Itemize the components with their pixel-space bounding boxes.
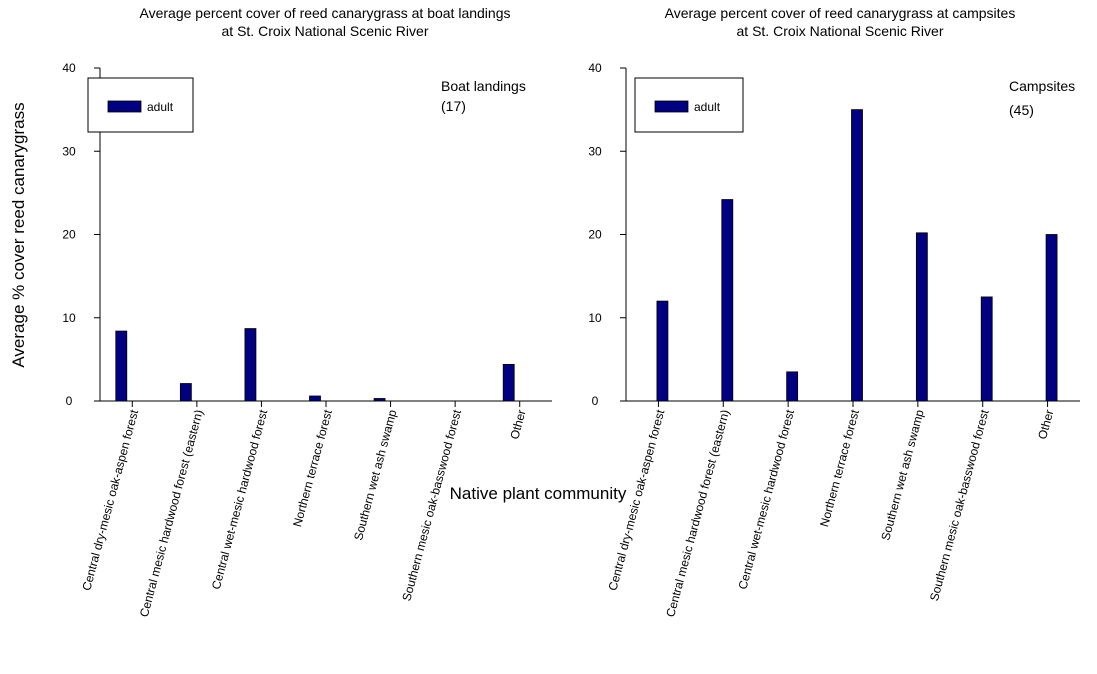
bar [915,232,928,402]
x-tick-label: Northern terrace forest [817,408,862,529]
y-tick-label: 0 [66,394,73,408]
legend-label: adult [694,100,721,114]
x-tick-label: Southern wet ash swamp [878,408,926,542]
y-tick-label: 20 [62,228,76,242]
panel-annotation: (45) [1009,102,1034,118]
y-tick-label: 30 [588,144,602,158]
bar [502,363,515,402]
y-tick-label: 40 [62,61,76,75]
bar [115,330,128,402]
chart-panel-campsites: Average percent cover of reed canarygras… [588,5,1080,619]
chart-subtitle: at St. Croix National Scenic River [737,23,944,39]
bar [309,395,321,402]
y-tick-label: 10 [62,311,76,325]
chart-title: Average percent cover of reed canarygras… [665,5,1016,21]
chart-subtitle: at St. Croix National Scenic River [222,23,429,39]
bar [851,109,863,402]
bar [373,398,386,402]
chart-panel-boat-landings: Average percent cover of reed canarygras… [62,5,552,619]
chart-title: Average percent cover of reed canarygras… [140,5,511,21]
y-tick-label: 20 [588,228,602,242]
legend-swatch [107,100,142,113]
y-tick-label: 0 [592,394,599,408]
panel-annotation: (17) [441,98,466,114]
x-tick-label: Central wet-mesic hardwood forest [209,408,271,591]
x-tick-label: Central mesic hardwood forest (eastern) [663,408,732,618]
panel-annotation: Campsites [1009,78,1075,94]
bar [244,328,257,402]
x-tick-label: Southern wet ash swamp [351,408,399,542]
legend: adult [634,77,744,133]
bar [980,296,993,402]
x-tick-label: Central wet-mesic hardwood forest [736,408,798,591]
y-tick-label: 40 [588,61,602,75]
legend: adult [87,77,194,133]
legend-swatch [654,100,689,113]
bar [1045,234,1058,402]
x-tick-label: Other [1035,408,1056,441]
x-tick-label: Other [507,408,528,441]
legend-label: adult [147,100,174,114]
bar [786,371,799,402]
panel-annotation: Boat landings [441,78,526,94]
y-tick-label: 30 [62,144,76,158]
x-tick-label: Southern mesic oak-basswood forest [927,408,992,603]
bar [656,300,669,402]
bar [179,383,192,402]
shared-x-axis-label: Native plant community [450,484,627,503]
shared-y-axis-label: Average % cover reed canarygrass [9,102,28,367]
y-tick-label: 10 [588,311,602,325]
bar [721,199,734,402]
x-tick-label: Southern mesic oak-basswood forest [399,408,464,603]
x-tick-label: Northern terrace forest [290,408,335,529]
x-tick-label: Central mesic hardwood forest (eastern) [137,408,206,618]
legend-box [634,77,744,133]
x-tick-label: Central dry-mesic oak-aspen forest [79,408,141,593]
